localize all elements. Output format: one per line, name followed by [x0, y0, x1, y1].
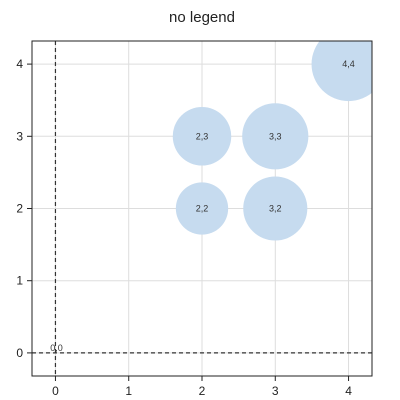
bubble-label: 4,4	[342, 59, 355, 69]
y-tick-label: 0	[16, 346, 23, 360]
y-tick-label: 3	[16, 129, 23, 143]
bubble-3-2	[243, 176, 308, 241]
bubble-label: 3,3	[269, 131, 282, 141]
bubble-3-3	[242, 103, 309, 170]
chart-title: no legend	[169, 9, 235, 26]
bubble-label: 3,2	[269, 204, 282, 214]
x-axis: 0 1 2 3 4	[52, 376, 352, 398]
x-tick-label: 4	[345, 384, 352, 398]
bubble-2-2	[175, 182, 229, 235]
bubble-2-3	[172, 107, 232, 166]
bubble-label: 2,3	[196, 131, 209, 141]
x-tick-label: 0	[52, 384, 59, 398]
bubbles: 0,0 2,2 2,3 3,2 3,3 4,4	[50, 41, 372, 353]
bubble-4-4	[311, 41, 372, 102]
bubble-label: 0,0	[50, 343, 63, 353]
x-tick-label: 3	[272, 384, 279, 398]
bubble-label: 2,2	[196, 204, 209, 214]
y-tick-label: 2	[16, 202, 23, 216]
x-tick-label: 2	[199, 384, 206, 398]
y-tick-label: 1	[16, 274, 23, 288]
reference-lines	[32, 41, 372, 376]
y-tick-label: 4	[16, 57, 23, 71]
x-tick-label: 1	[125, 384, 132, 398]
y-axis: 0 1 2 3 4	[16, 57, 32, 360]
